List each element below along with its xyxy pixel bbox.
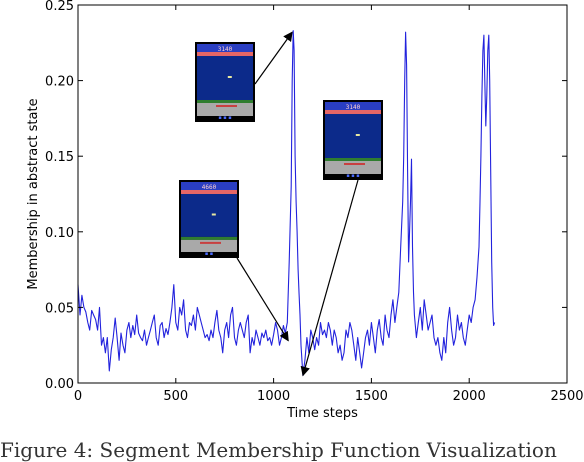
inset-sprite: [211, 213, 216, 216]
inset-lives: ▪ ▪ ▪: [346, 173, 359, 179]
inset-meter: [216, 105, 237, 107]
series-line-0: [77, 30, 496, 376]
annotation-arrow: [300, 179, 359, 377]
annotation-arrow: [236, 257, 289, 342]
inset-water: [325, 114, 381, 158]
inset-sky: [197, 44, 253, 52]
y-tick-label: 0.05: [45, 301, 74, 316]
inset-meter: [344, 163, 365, 165]
x-tick-label: 2500: [550, 389, 583, 404]
inset-score: 4660: [202, 184, 217, 191]
inset-band: [197, 52, 253, 56]
inset-floor: [197, 103, 253, 116]
x-tick-label: 0: [74, 389, 82, 404]
inset-lives: ▪ ▪ ▪: [218, 115, 231, 121]
inset-band: [181, 190, 237, 194]
x-tick-label: 500: [163, 389, 188, 404]
y-tick-label: 0.25: [45, 0, 74, 14]
inset-grass: [181, 236, 237, 240]
x-tick-label: 1500: [355, 389, 388, 404]
inset-sky: [181, 182, 237, 190]
inset-band: [325, 110, 381, 114]
inset-sprite: [227, 76, 232, 78]
figure-caption: Figure 4: Segment Membership Function Vi…: [0, 438, 557, 462]
game-frame-inset: 4660 ▪ ▪: [179, 180, 239, 258]
game-frame-inset: 3140 ▪ ▪ ▪: [195, 42, 255, 122]
inset-floor: [325, 161, 381, 174]
game-frame-inset: 3140 ▪ ▪ ▪: [323, 100, 383, 180]
plot-frame: [77, 4, 568, 384]
inset-floor: [181, 239, 237, 252]
inset-water: [181, 194, 237, 237]
annotation-arrow: [254, 31, 293, 85]
inset-sky: [325, 102, 381, 110]
inset-score: 3140: [346, 104, 361, 111]
inset-water: [197, 56, 253, 100]
x-tick-label: 2000: [453, 389, 486, 404]
x-axis-label: Time steps: [286, 406, 358, 421]
inset-score: 3140: [218, 46, 233, 53]
inset-grass: [197, 100, 253, 103]
inset-meter: [200, 241, 221, 244]
x-tick-label: 1000: [257, 389, 290, 404]
inset-sprite: [355, 134, 360, 136]
y-tick-label: 0.10: [45, 226, 74, 241]
inset-grass: [325, 158, 381, 161]
y-tick-label: 0.00: [45, 377, 74, 392]
y-tick-label: 0.15: [45, 150, 74, 165]
y-axis-label: Membership in abstract state: [26, 98, 41, 289]
inset-lives: ▪ ▪: [205, 251, 213, 257]
y-tick-label: 0.20: [45, 75, 74, 90]
